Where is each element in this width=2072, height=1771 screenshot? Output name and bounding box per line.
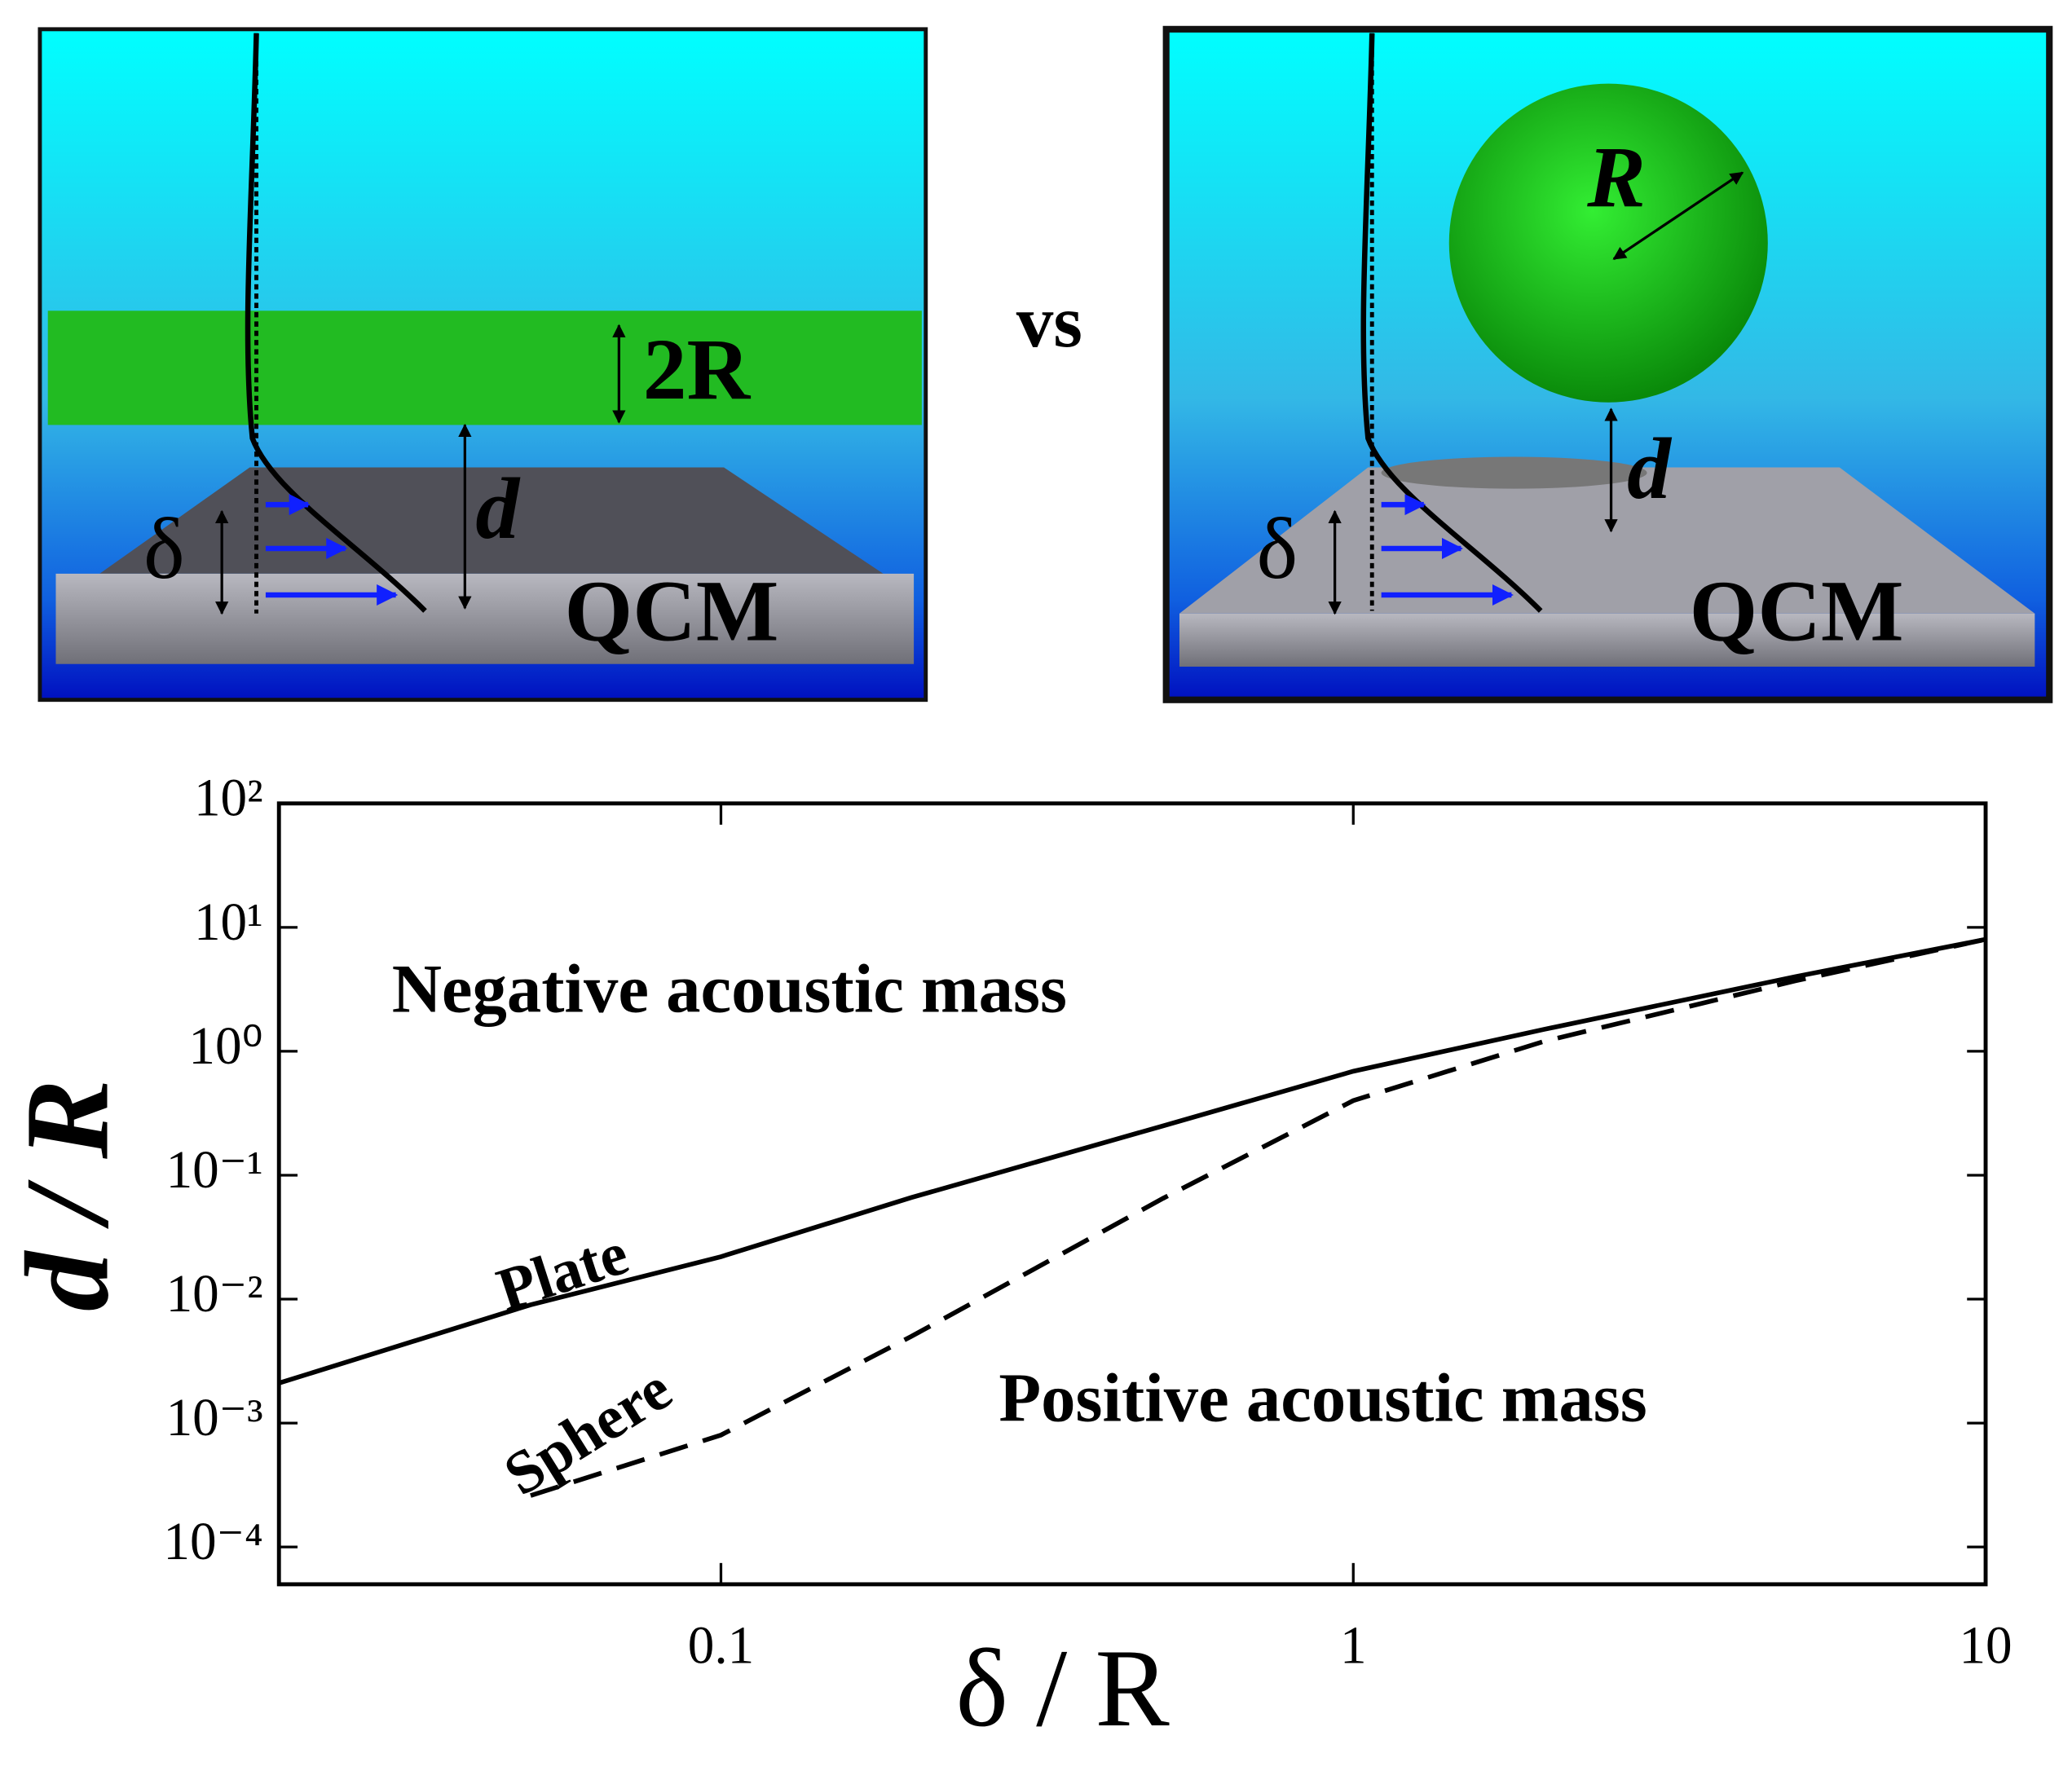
x-tick-label: 0.1 xyxy=(688,1616,754,1675)
sphere-diagram: R d δ QCM xyxy=(1162,25,2053,703)
plate-diagram: 2R d δ QCM xyxy=(37,27,928,703)
thickness-label: 2R xyxy=(643,321,752,418)
chart: δ / R d / R 10² 10¹ 10⁰ 10⁻¹ 10⁻² 10⁻³ 10⁻⁴ 0.1… xyxy=(0,769,2012,1750)
radius-label: R xyxy=(1586,129,1646,226)
y-tick-label: 10² xyxy=(194,769,263,828)
y-tick-label: 10⁻⁴ xyxy=(163,1513,262,1571)
y-tick-label: 10⁻¹ xyxy=(166,1141,263,1200)
sensor-label: QCM xyxy=(1690,563,1904,660)
series-label: Sphere xyxy=(493,1355,683,1509)
annotation: Negative acoustic mass xyxy=(392,951,1067,1028)
y-tick-label: 10⁰ xyxy=(188,1017,262,1076)
series-label: Plate xyxy=(489,1219,636,1324)
plot-frame xyxy=(276,801,1988,1587)
data-line xyxy=(530,936,1986,1498)
x-tick-label: 10 xyxy=(1959,1616,2012,1675)
distance-label: d xyxy=(475,460,521,557)
distance-label: d xyxy=(1627,421,1673,518)
penetration-label: δ xyxy=(143,500,185,597)
vs-label: vs xyxy=(1016,280,1082,363)
y-tick-label: 10⁻² xyxy=(166,1265,263,1324)
penetration-label: δ xyxy=(1256,500,1298,597)
y-axis-label: d / R xyxy=(0,1079,133,1311)
x-axis-label: δ / R xyxy=(955,1626,1170,1750)
x-tick-label: 1 xyxy=(1340,1616,1367,1675)
sensor-label: QCM xyxy=(565,563,779,660)
annotation: Positive acoustic mass xyxy=(999,1359,1647,1436)
y-tick-label: 10⁻³ xyxy=(166,1389,263,1447)
y-tick-label: 10¹ xyxy=(194,893,263,952)
data-line xyxy=(279,936,1986,1386)
